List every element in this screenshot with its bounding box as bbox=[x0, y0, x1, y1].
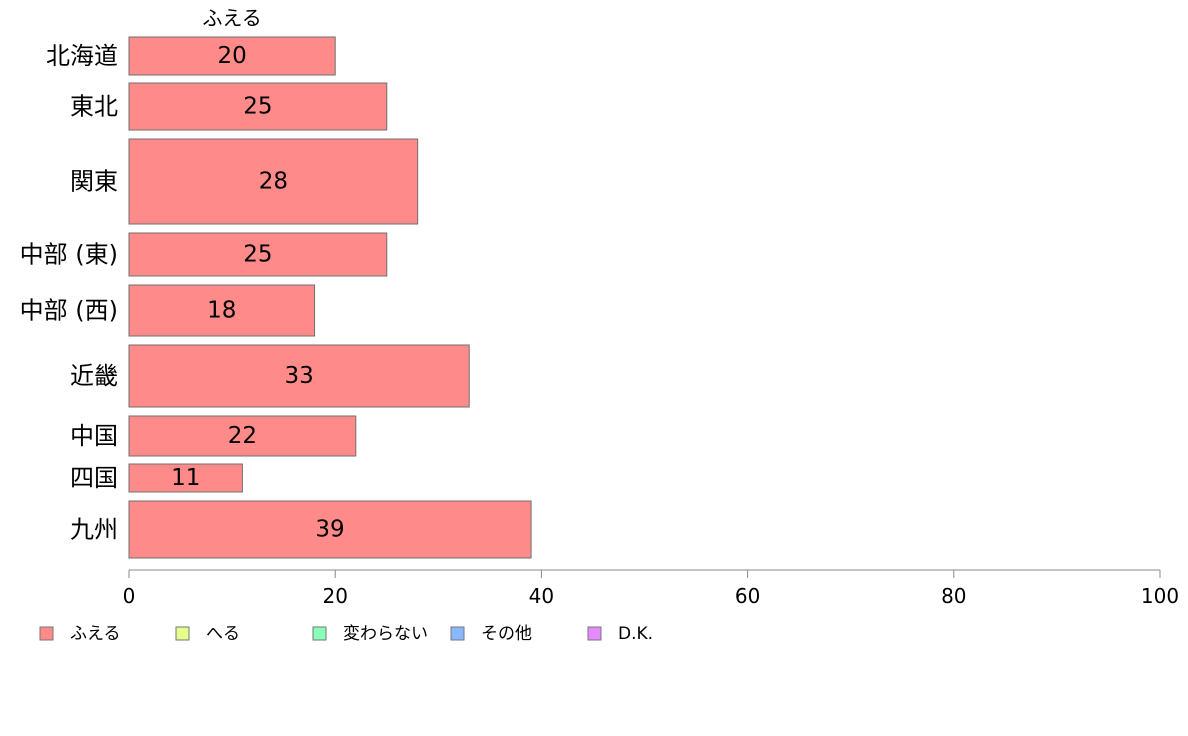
data-label: 28 bbox=[259, 169, 288, 195]
legend-label: 変わらない bbox=[343, 624, 428, 644]
legend-swatch bbox=[39, 626, 54, 641]
bar-7 bbox=[128, 415, 357, 457]
data-label: 20 bbox=[217, 43, 246, 69]
bar-5 bbox=[128, 284, 316, 337]
bar-3 bbox=[128, 138, 419, 225]
x-tick-label: 60 bbox=[735, 584, 760, 608]
bar-6 bbox=[128, 344, 470, 408]
bar-9 bbox=[128, 500, 532, 559]
data-label: 39 bbox=[315, 517, 344, 543]
bar-4 bbox=[128, 232, 388, 277]
category-label: 北海道 bbox=[46, 42, 118, 70]
category-label: 九州 bbox=[70, 516, 118, 544]
category-label: 中部 (東) bbox=[20, 241, 118, 269]
legend-swatch bbox=[450, 626, 465, 641]
data-label: 25 bbox=[243, 242, 272, 268]
x-axis: 0 20 40 60 80 100 bbox=[123, 569, 1179, 608]
legend-label: ふえる bbox=[70, 624, 121, 644]
legend-label: その他 bbox=[481, 624, 532, 644]
legend-swatch bbox=[587, 626, 602, 641]
x-tick-label: 80 bbox=[941, 584, 966, 608]
legend: ふえる へる 変わらない その他 D.K. bbox=[39, 624, 653, 644]
category-label: 中国 bbox=[70, 422, 118, 450]
category-label: 東北 bbox=[70, 93, 118, 121]
bar-2 bbox=[128, 82, 388, 131]
bar-8 bbox=[128, 463, 243, 493]
legend-label: へる bbox=[206, 624, 240, 644]
category-label: 中部 (西) bbox=[20, 297, 118, 325]
category-label: 四国 bbox=[70, 464, 118, 492]
category-label: 近畿 bbox=[70, 362, 118, 390]
series-heading: ふえる bbox=[202, 6, 261, 30]
data-label: 25 bbox=[243, 94, 272, 120]
x-tick-label: 20 bbox=[322, 584, 347, 608]
data-label: 18 bbox=[207, 298, 236, 324]
data-label: 33 bbox=[284, 363, 313, 389]
x-tick-label: 0 bbox=[123, 584, 136, 608]
x-tick-label: 40 bbox=[529, 584, 554, 608]
bars-group: ふえる 20 北海道 25 東北 28 関東 25 中部 (東) 18 中部 (西) 33 近畿 22 中国… bbox=[20, 6, 532, 559]
legend-label: D.K. bbox=[618, 624, 653, 644]
x-tick-label: 100 bbox=[1141, 584, 1179, 608]
legend-swatch bbox=[312, 626, 327, 641]
data-label: 22 bbox=[228, 423, 257, 449]
data-label: 11 bbox=[171, 465, 200, 491]
bar-1 bbox=[128, 36, 336, 76]
category-label: 関東 bbox=[70, 168, 118, 196]
legend-swatch bbox=[175, 626, 190, 641]
